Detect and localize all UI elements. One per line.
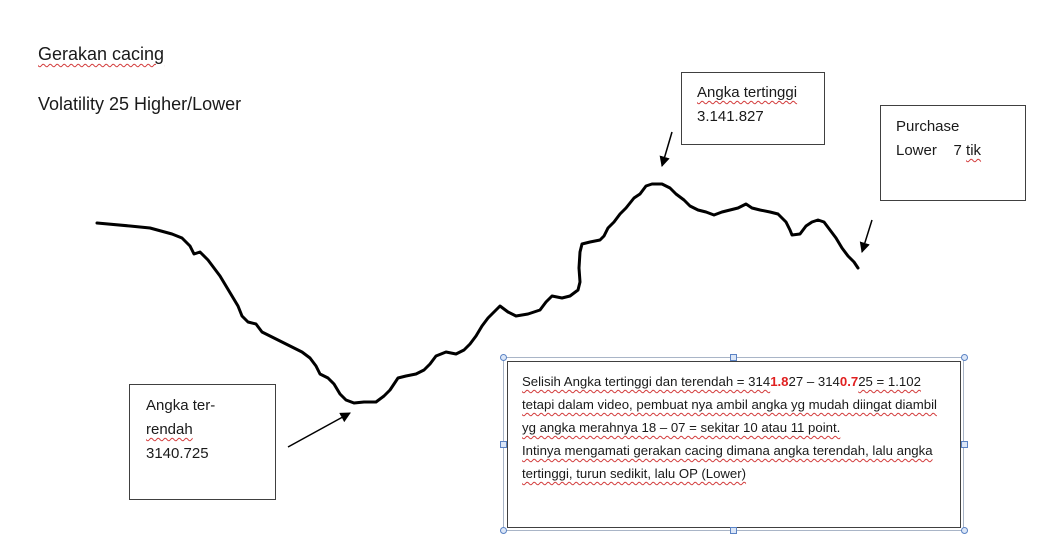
resize-handle-top-right[interactable] — [961, 354, 968, 361]
highest-value-box: Angka tertinggi 3.141.827 — [681, 72, 825, 145]
resize-handle-top[interactable] — [730, 354, 737, 361]
resize-handle-bottom-right[interactable] — [961, 527, 968, 534]
explanation-textbox[interactable]: Selisih Angka tertinggi dan terendah = 3… — [507, 361, 961, 528]
lowest-label-line2: rendah — [146, 421, 193, 438]
resize-handle-bottom[interactable] — [730, 527, 737, 534]
highest-label: Angka tertinggi — [697, 84, 798, 101]
explanation-paragraph-1: Selisih Angka tertinggi dan terendah = 3… — [522, 374, 937, 435]
lowest-value-box: Angka ter- rendah 3140.725 — [129, 384, 276, 500]
resize-handle-right[interactable] — [961, 441, 968, 448]
subtitle-volatility: Volatility 25 Higher/Lower — [38, 94, 242, 114]
resize-handle-top-left[interactable] — [500, 354, 507, 361]
highest-value: 3.141.827 — [697, 108, 764, 125]
resize-handle-bottom-left[interactable] — [500, 527, 507, 534]
arrow-to-low — [287, 412, 351, 448]
arrow-to-purchase — [859, 219, 873, 254]
title-gerakan-cacing: Gerakan cacing — [38, 44, 165, 64]
lowest-value: 3140.725 — [146, 445, 209, 462]
purchase-label: Purchase — [896, 118, 960, 135]
purchase-detail: Lower 7 tik — [896, 142, 982, 159]
explanation-paragraph-2: Intinya mengamati gerakan cacing dimana … — [522, 443, 933, 481]
resize-handle-left[interactable] — [500, 441, 507, 448]
purchase-box: Purchase Lower 7 tik — [880, 105, 1026, 201]
arrow-to-high — [659, 131, 673, 168]
lowest-label-line1: Angka ter- — [146, 397, 216, 414]
price-worm-line — [95, 182, 860, 405]
